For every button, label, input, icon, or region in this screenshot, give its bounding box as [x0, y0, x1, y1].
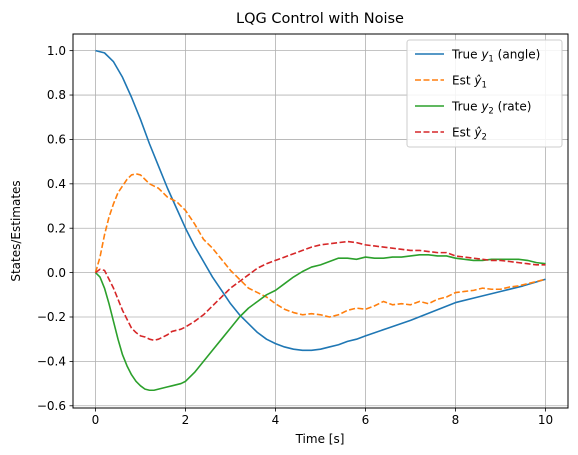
legend-box [406, 39, 563, 148]
y-tick-label: 0.4 [47, 177, 66, 191]
y-tick-label: 1.0 [47, 44, 66, 58]
series-line-est-y2-hat [95, 240, 546, 342]
x-tick-label: 2 [182, 413, 190, 427]
y-tick-label: 0.0 [47, 266, 66, 280]
y-tick-label: 0.8 [47, 88, 66, 102]
series-line-true-y2 [94, 254, 546, 392]
y-tick-label: −0.6 [37, 399, 66, 413]
y-tick-label: 0.2 [47, 221, 66, 235]
grid [73, 34, 568, 408]
x-tick-label: 8 [452, 413, 460, 427]
series-line-true-y1 [95, 49, 546, 352]
chart-title: LQG Control with Noise [236, 11, 404, 27]
x-tick-label: 4 [272, 413, 280, 427]
legend: True y1 (angle) Est ŷ1 True y2 (rate) Est ŷ… [406, 39, 563, 148]
x-axis-label: Time [s] [295, 432, 345, 446]
series-line-est-y1-hat [94, 173, 546, 318]
y-axis-label: States/Estimates [9, 180, 23, 281]
x-tick-label: 10 [538, 413, 553, 427]
x-tick-label: 0 [92, 413, 100, 427]
legend-label-est-y1-hat: Est ŷ1 [452, 74, 487, 91]
y-tick-label: −0.2 [37, 310, 66, 324]
x-tick-label: 6 [362, 413, 370, 427]
y-tick-label: 0.6 [47, 133, 66, 147]
legend-label-true-y1: True y1 (angle) [451, 48, 540, 65]
ticks: 0 2 4 6 8 10 −0.6 −0.4 −0.2 0.0 0.2 0.4 0.6 0.8 1.0 [37, 44, 553, 427]
y-tick-label: −0.4 [37, 355, 66, 369]
plot-frame [72, 33, 569, 409]
legend-label-est-y2-hat: Est ŷ2 [452, 126, 487, 143]
series-layer [94, 49, 546, 392]
legend-label-true-y2: True y2 (rate) [451, 100, 531, 117]
